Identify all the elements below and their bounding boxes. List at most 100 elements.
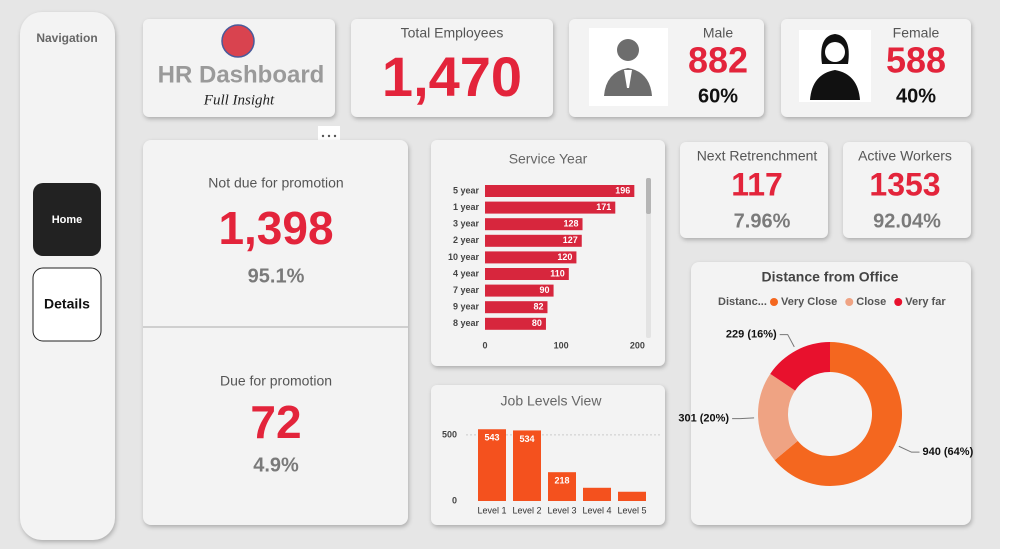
retrenchment-share: 7.96% (734, 210, 791, 232)
page-edge (1000, 0, 1016, 549)
bar (485, 201, 616, 214)
home-button-bg[interactable] (33, 183, 101, 256)
details-label[interactable]: Details (44, 296, 90, 312)
more-dots[interactable] (321, 134, 337, 138)
bar (485, 301, 548, 314)
x-tick-label: Level 1 (477, 505, 506, 515)
data-label: 82 (533, 302, 543, 312)
legend-swatch (894, 298, 903, 306)
bar (485, 317, 546, 330)
legend-label: Close (856, 296, 886, 308)
bar (583, 487, 611, 501)
donut-slice (770, 342, 830, 391)
due-label: Due for promotion (220, 373, 332, 389)
data-label: 940 (64%) (922, 446, 973, 458)
nav-title: Navigation (36, 31, 97, 45)
legend-swatch (770, 298, 778, 306)
y-tick-label: 5 year (453, 185, 480, 195)
retrenchment-value: 117 (731, 166, 783, 202)
y-tick-label: 9 year (453, 302, 480, 312)
total-card (351, 19, 553, 117)
active-share: 92.04% (873, 210, 941, 232)
female-label: Female (893, 25, 940, 41)
male-count: 882 (688, 40, 748, 81)
female-count: 588 (886, 40, 946, 81)
legend-swatch (845, 298, 854, 306)
not-due-share: 95.1% (248, 265, 305, 287)
legend-label: Very far (905, 296, 946, 308)
donut-slice (774, 342, 902, 486)
home-label[interactable]: Home (52, 214, 83, 226)
data-label: 127 (563, 235, 578, 245)
home-button[interactable]: Home (33, 183, 101, 256)
due-value: 72 (250, 396, 301, 448)
data-label: 534 (519, 434, 534, 444)
y-tick-label: 1 year (453, 202, 480, 212)
bar (485, 218, 583, 231)
y-tick-label: 3 year (453, 219, 480, 229)
data-label: 110 (550, 268, 565, 278)
bar (485, 251, 577, 264)
bar (548, 472, 576, 501)
distance-card (691, 262, 971, 525)
y-tick-label: 10 year (448, 252, 480, 262)
bar (513, 430, 541, 501)
data-label: 543 (484, 433, 499, 443)
header-card (143, 19, 335, 117)
y-tick-label: 8 year (453, 318, 480, 328)
legend-label: Very Close (781, 296, 837, 308)
not-due-label: Not due for promotion (208, 175, 343, 191)
scroll-thumb[interactable] (646, 178, 651, 214)
y-tick-label: 7 year (453, 285, 480, 295)
donut-slice (758, 373, 798, 461)
x-tick-label: Level 4 (582, 505, 611, 515)
bar (485, 268, 569, 280)
data-label: 229 (16%) (726, 328, 777, 340)
bar (478, 429, 506, 501)
x-tick-label: Level 3 (547, 505, 576, 515)
chart-title: Service Year (509, 151, 588, 167)
female-share: 40% (896, 85, 936, 107)
male-share: 60% (698, 85, 738, 107)
active-label: Active Workers (858, 148, 952, 164)
data-label: 128 (563, 219, 578, 229)
leader-line (779, 334, 795, 348)
bar (485, 234, 582, 247)
retrenchment-card (680, 142, 828, 238)
x-tick-label: Level 5 (617, 505, 646, 515)
data-label: 90 (540, 285, 550, 295)
male-label: Male (703, 25, 734, 41)
data-label: 171 (596, 202, 611, 212)
chart-title: Distance from Office (762, 269, 899, 285)
y-tick-label: 4 year (453, 268, 480, 278)
dashboard-subtitle: Full Insight (203, 92, 275, 108)
data-label: 218 (554, 476, 569, 486)
due-share: 4.9% (253, 454, 299, 476)
y-tick-label: 500 (442, 429, 457, 439)
retrenchment-label: Next Retrenchment (697, 148, 818, 164)
active-card (843, 142, 971, 238)
leader-line (898, 445, 920, 453)
data-label: 196 (615, 185, 630, 195)
active-value: 1353 (869, 166, 940, 202)
x-tick-label: 100 (554, 340, 569, 350)
total-label: Total Employees (401, 25, 504, 41)
details-button-bg[interactable] (32, 267, 102, 342)
y-tick-label: 2 year (453, 235, 480, 245)
bar (485, 284, 554, 297)
bar (618, 491, 646, 501)
legend-title: Distanc... (718, 296, 767, 308)
data-label: 120 (557, 252, 572, 262)
male-icon (604, 39, 652, 96)
logo (221, 24, 255, 58)
x-tick-label: Level 2 (512, 505, 541, 515)
x-tick-label: 200 (630, 340, 645, 350)
female-icon (810, 34, 860, 100)
details-button[interactable]: Details (32, 267, 102, 342)
data-label: 301 (20%) (678, 413, 729, 425)
bar (485, 185, 635, 197)
chart-title: Job Levels View (501, 393, 603, 409)
y-tick-label: 0 (452, 495, 457, 505)
dashboard-title: HR Dashboard (158, 61, 325, 88)
